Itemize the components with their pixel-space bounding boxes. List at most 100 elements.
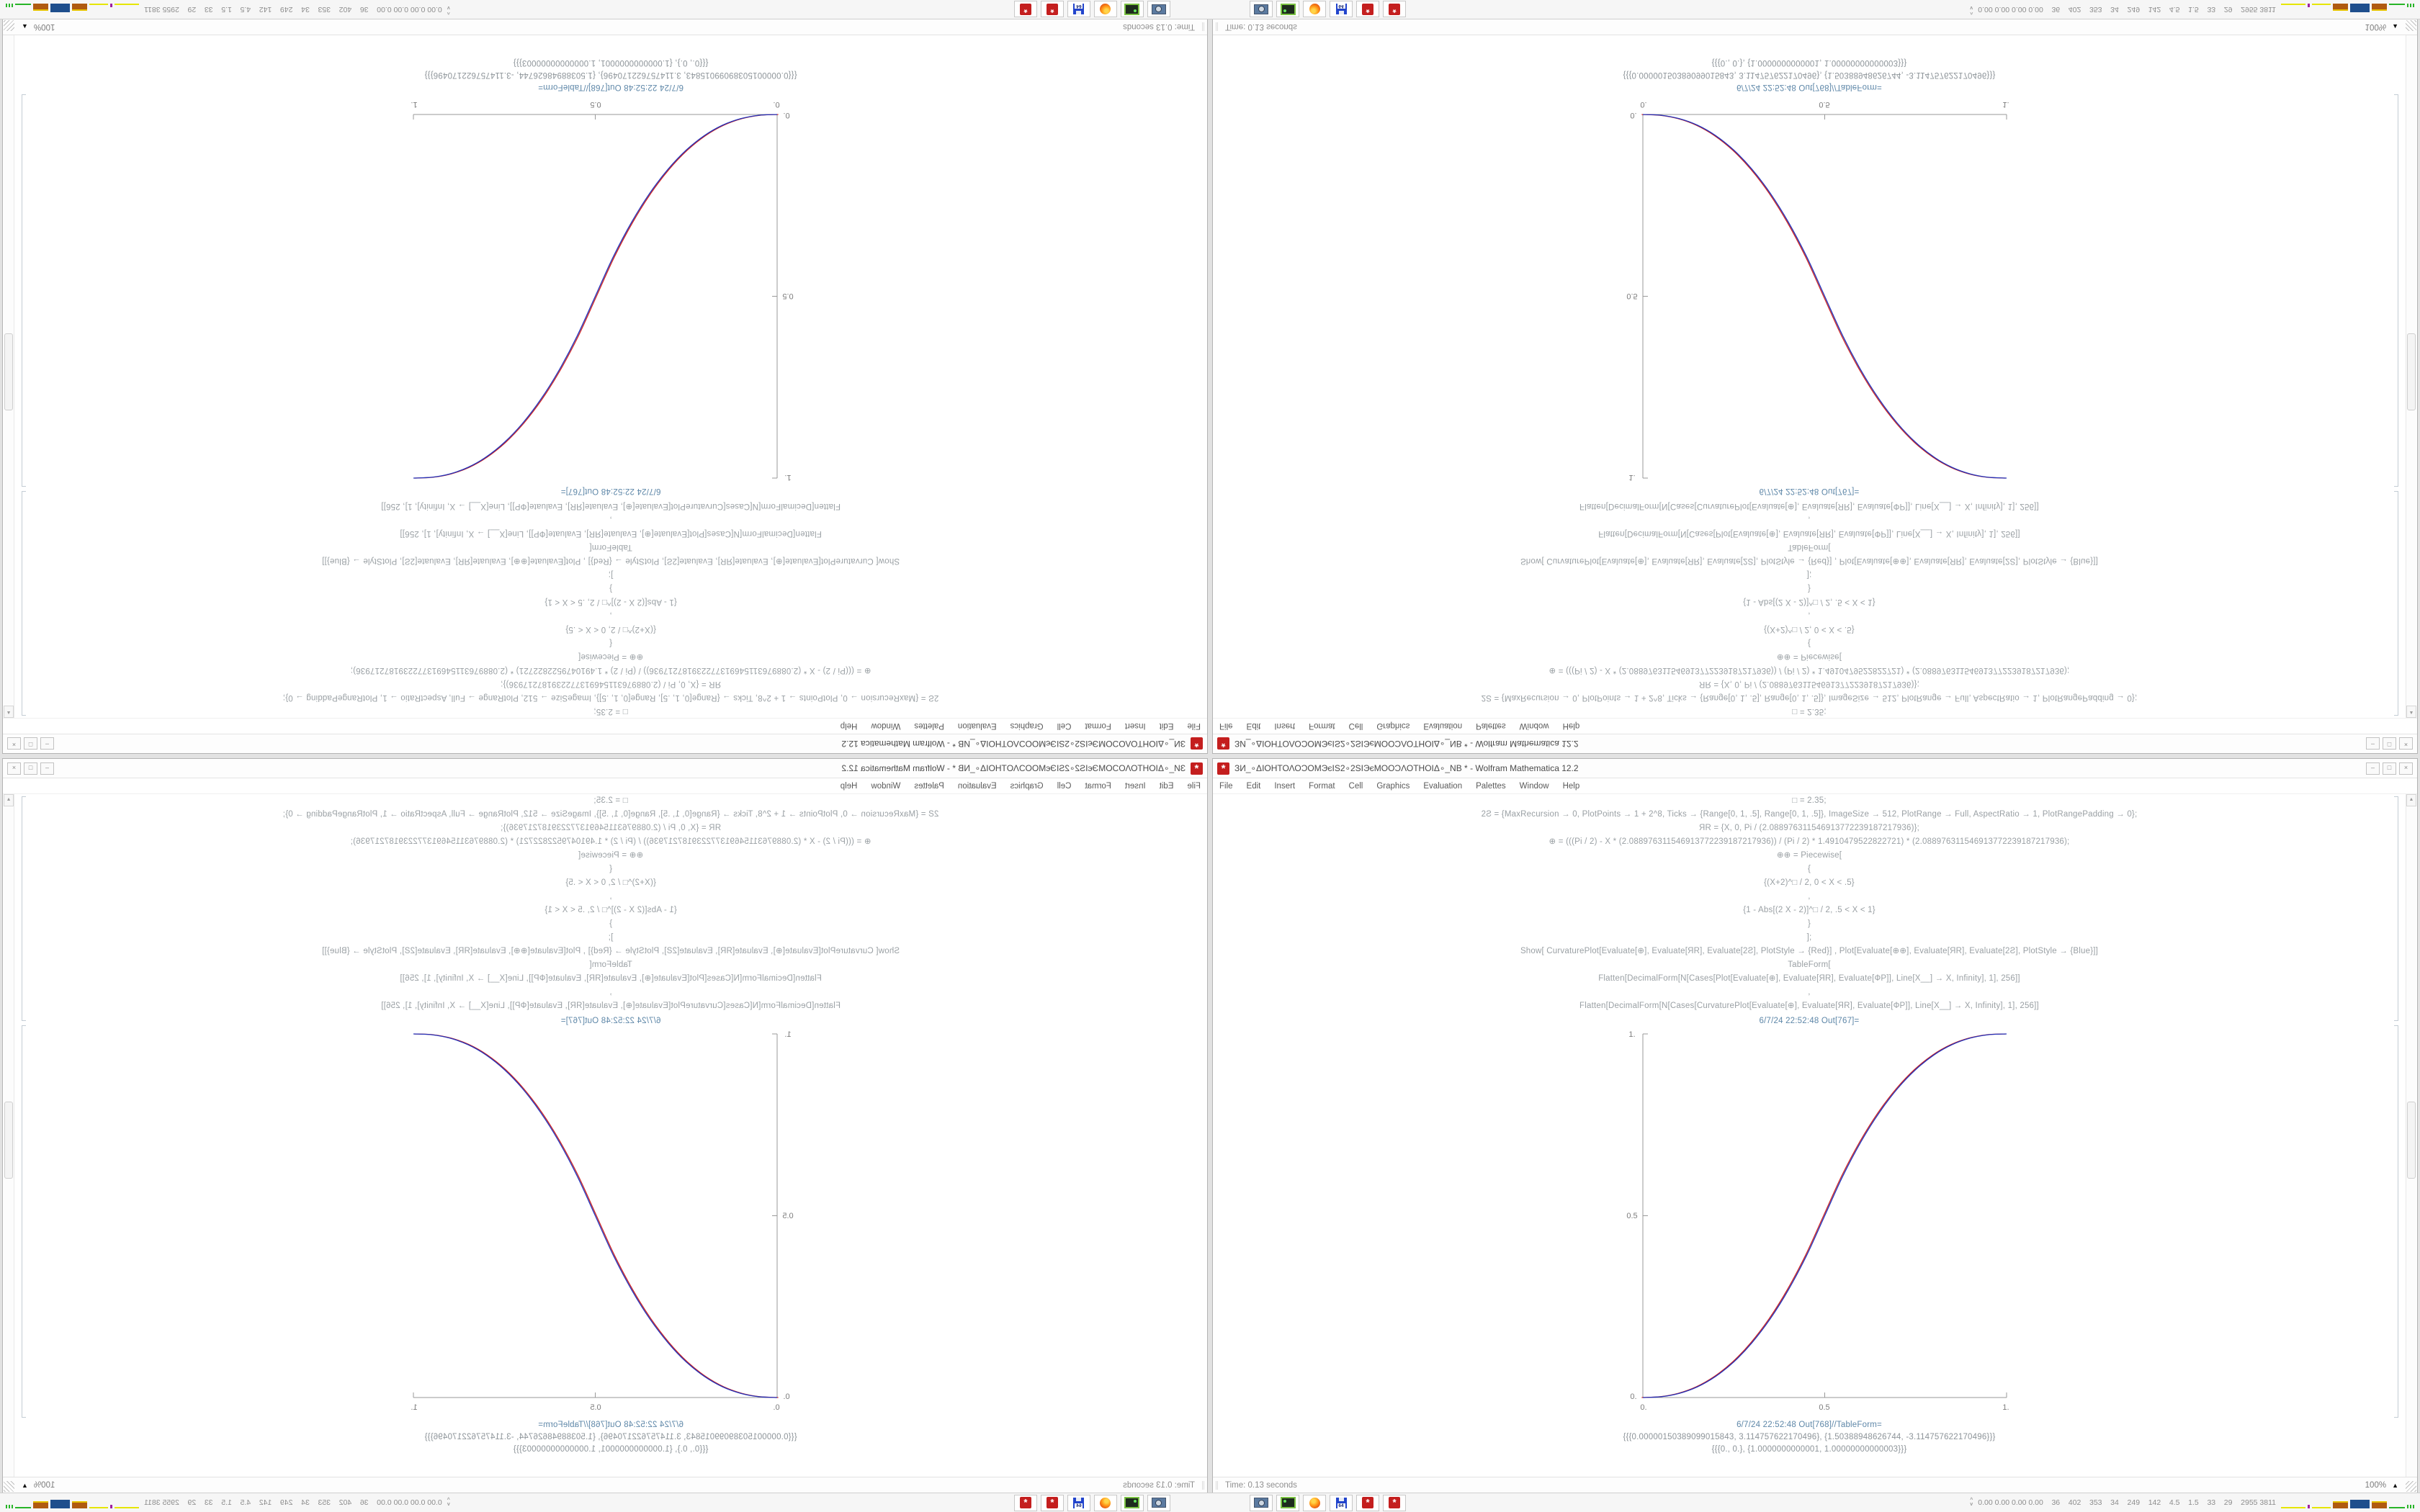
screenshot-tool-icon[interactable] — [1250, 1, 1273, 18]
minimize-button[interactable]: – — [2366, 762, 2380, 775]
menu-item-graphics[interactable]: Graphics — [1376, 721, 1410, 731]
menu-item-palettes[interactable]: Palettes — [1476, 721, 1506, 731]
notebook-input-line[interactable]: □ = 2.35; — [593, 796, 628, 805]
magnification-control[interactable]: 100% ▲ — [2365, 1481, 2417, 1490]
notebook-input-line[interactable]: ]; — [1806, 570, 1812, 579]
menu-item-graphics[interactable]: Graphics — [1376, 781, 1410, 791]
notebook-input-line[interactable]: { — [1807, 865, 1811, 873]
close-button[interactable]: × — [7, 737, 21, 750]
notebook-input-line[interactable]: {1 - Abs[(2 X - 2)]^□ / 2, .5 < X < 1} — [1743, 906, 1876, 914]
notebook-input-line[interactable]: } — [609, 584, 613, 593]
scrollbar-up-arrow[interactable]: ▲ — [4, 794, 14, 806]
menu-item-file[interactable]: File — [1219, 721, 1233, 731]
floppy-64-icon[interactable]: 64 — [1330, 1, 1353, 18]
notebook-input-line[interactable]: , — [1808, 892, 1811, 901]
cell-bracket-input-group[interactable] — [2394, 796, 2398, 1021]
notebook-input-line[interactable]: Flatten[DecimalForm[N[Cases[Plot[Evaluat… — [400, 974, 822, 983]
window-titlebar[interactable]: * ЗИ_∘ΔΙΟΗΤΟΛΟƆΟΜЭєΙЅ2∘2ЅΙЭєΜΟΟƆΛΟΤΗΟΙΔ∘… — [1213, 759, 2417, 778]
mathematica-gear-icon-2[interactable]: * — [1014, 1, 1037, 18]
chevrons-icon[interactable]: ^ v — [447, 1498, 450, 1507]
mathematica-gear-icon-2[interactable]: * — [1383, 1494, 1406, 1511]
cell-bracket-output-group[interactable] — [2394, 94, 2398, 487]
vertical-scrollbar[interactable]: ▲ — [2406, 35, 2416, 718]
notebook-input-line[interactable]: TableForm[ — [1788, 543, 1831, 552]
cell-bracket-input-group[interactable] — [22, 491, 26, 716]
notebook-input-line[interactable]: ⊕ = (((Pi / 2) - X * (2.0889763115469137… — [350, 837, 871, 846]
menu-item-palettes[interactable]: Palettes — [914, 721, 944, 731]
minimize-button[interactable]: – — [2366, 737, 2380, 750]
notebook-content[interactable]: □ = 2.35; 2Ƨ = {MaxRecursion → 0, PlotPoi… — [14, 35, 1207, 718]
menu-item-edit[interactable]: Edit — [1246, 721, 1261, 731]
maximize-button[interactable]: □ — [2383, 762, 2396, 775]
notebook-input-line[interactable]: , — [609, 611, 612, 620]
scrollbar-thumb[interactable] — [2407, 333, 2416, 410]
menu-item-cell[interactable]: Cell — [1057, 781, 1072, 791]
cell-bracket-output-group[interactable] — [22, 94, 26, 487]
window-titlebar[interactable]: * ЗИ_∘ΔΙΟΗΤΟΛΟƆΟΜЭєΙЅ2∘2ЅΙЭєΜΟΟƆΛΟΤΗΟΙΔ∘… — [3, 734, 1207, 753]
notebook-input-line[interactable]: ⊕ = (((Pi / 2) - X * (2.0889763115469137… — [1549, 837, 2070, 846]
notebook-input-line[interactable]: 2Ƨ = {MaxRecursion → 0, PlotPoints → 1 +… — [1481, 693, 2138, 702]
menu-item-file[interactable]: File — [1219, 781, 1233, 791]
screenshot-tool-icon[interactable] — [1147, 1, 1170, 18]
notebook-input-line[interactable]: ⊕⊕ = Piecewise[ — [578, 652, 644, 661]
notebook-input-line[interactable]: ⊕⊕ = Piecewise[ — [1776, 652, 1842, 661]
menu-item-insert[interactable]: Insert — [1274, 781, 1296, 791]
scrollbar-up-arrow[interactable]: ▲ — [4, 706, 14, 718]
menu-item-file[interactable]: File — [1187, 721, 1201, 731]
firefox-icon[interactable] — [1094, 1494, 1117, 1511]
menu-item-edit[interactable]: Edit — [1159, 781, 1174, 791]
notebook-input-line[interactable]: {(X+2)^□ / 2, 0 < X < .5} — [565, 625, 656, 634]
cell-bracket-output-group[interactable] — [22, 1025, 26, 1418]
cell-bracket-input-group[interactable] — [2394, 491, 2398, 716]
menu-item-format[interactable]: Format — [1309, 781, 1335, 791]
menu-item-format[interactable]: Format — [1309, 721, 1335, 731]
scrollbar-up-arrow[interactable]: ▲ — [2406, 794, 2416, 806]
menu-item-insert[interactable]: Insert — [1124, 781, 1146, 791]
notebook-input-line[interactable]: Show[ CurvaturePlot[Evaluate[⊕], Evaluat… — [321, 947, 900, 955]
menu-item-edit[interactable]: Edit — [1246, 781, 1261, 791]
scrollbar-thumb[interactable] — [2407, 1102, 2416, 1179]
cell-bracket-output-group[interactable] — [2394, 1025, 2398, 1418]
close-button[interactable]: × — [2399, 762, 2413, 775]
chevrons-icon[interactable]: ^ v — [447, 5, 450, 14]
firefox-icon[interactable] — [1303, 1494, 1326, 1511]
notebook-input-line[interactable]: , — [609, 988, 612, 996]
notebook-input-line[interactable]: 2Ƨ = {MaxRecursion → 0, PlotPoints → 1 +… — [282, 693, 939, 702]
notebook-input-line[interactable]: ЯR = {X, 0, Pi / (2.08897631154691377223… — [500, 680, 722, 688]
maximize-button[interactable]: □ — [2383, 737, 2396, 750]
notebook-input-line[interactable]: ЯR = {X, 0, Pi / (2.08897631154691377223… — [1698, 680, 1920, 688]
notebook-input-line[interactable]: Flatten[DecimalForm[N[Cases[CurvaturePlo… — [1579, 1002, 2039, 1010]
notebook-input-line[interactable]: ЯR = {X, 0, Pi / (2.08897631154691377223… — [1698, 824, 1920, 832]
notebook-input-line[interactable]: TableForm[ — [589, 543, 632, 552]
notebook-input-line[interactable]: □ = 2.35; — [593, 707, 628, 716]
floppy-64-icon[interactable]: 64 — [1067, 1494, 1090, 1511]
notebook-input-line[interactable]: Show[ CurvaturePlot[Evaluate[⊕], Evaluat… — [1520, 947, 2099, 955]
notebook-input-line[interactable]: } — [1807, 919, 1811, 928]
menu-item-file[interactable]: File — [1187, 781, 1201, 791]
notebook-input-line[interactable]: , — [1808, 516, 1811, 524]
menu-item-help[interactable]: Help — [1562, 721, 1580, 731]
notebook-input-line[interactable]: , — [1808, 988, 1811, 996]
notebook-input-line[interactable]: Flatten[DecimalForm[N[Cases[CurvaturePlo… — [1579, 502, 2039, 510]
menu-item-evaluation[interactable]: Evaluation — [1423, 721, 1463, 731]
notebook-input-line[interactable]: Flatten[DecimalForm[N[Cases[Plot[Evaluat… — [1598, 529, 2020, 538]
scrollbar-thumb[interactable] — [4, 1102, 13, 1179]
menu-item-window[interactable]: Window — [871, 781, 901, 791]
notebook-input-line[interactable]: {(X+2)^□ / 2, 0 < X < .5} — [1764, 878, 1855, 887]
removable-drive-icon[interactable] — [1121, 1, 1144, 18]
cell-bracket-input-group[interactable] — [22, 796, 26, 1021]
notebook-input-line[interactable]: ⊕ = (((Pi / 2) - X * (2.0889763115469137… — [350, 666, 871, 675]
maximize-button[interactable]: □ — [24, 762, 37, 775]
notebook-input-line[interactable]: {1 - Abs[(2 X - 2)]^□ / 2, .5 < X < 1} — [544, 598, 677, 606]
notebook-input-line[interactable]: {1 - Abs[(2 X - 2)]^□ / 2, .5 < X < 1} — [544, 906, 677, 914]
resize-grip-icon[interactable] — [4, 20, 14, 31]
menu-item-window[interactable]: Window — [871, 721, 901, 731]
menu-item-cell[interactable]: Cell — [1057, 721, 1072, 731]
firefox-icon[interactable] — [1303, 1, 1326, 18]
menu-item-insert[interactable]: Insert — [1274, 721, 1296, 731]
notebook-input-line[interactable]: ⊕⊕ = Piecewise[ — [1776, 851, 1842, 860]
resize-grip-icon[interactable] — [2406, 1481, 2416, 1492]
notebook-input-line[interactable]: {(X+2)^□ / 2, 0 < X < .5} — [565, 878, 656, 887]
notebook-input-line[interactable]: 2Ƨ = {MaxRecursion → 0, PlotPoints → 1 +… — [282, 810, 939, 819]
scrollbar-up-arrow[interactable]: ▲ — [2406, 706, 2416, 718]
